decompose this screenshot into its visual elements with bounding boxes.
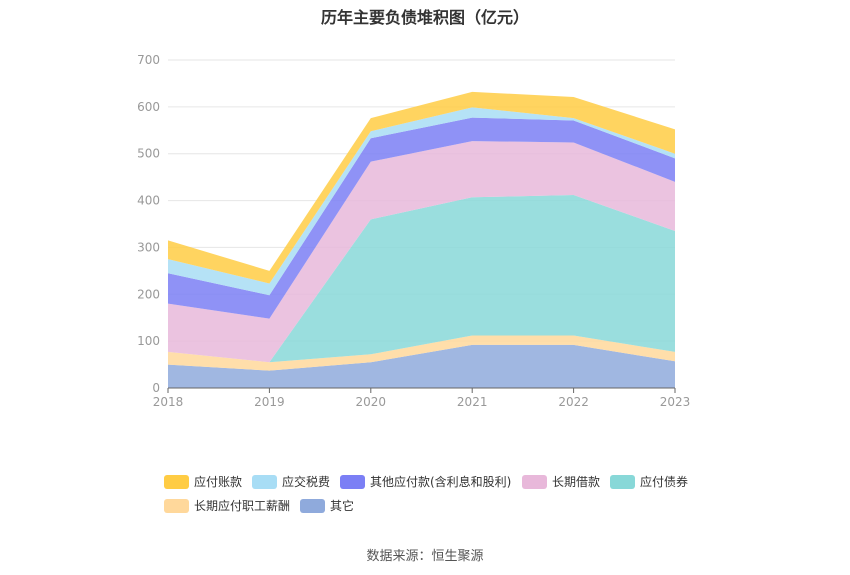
axes: 0 100 200 300 400 500 600 700 2018 2019 2020 2021 20… xyxy=(137,53,690,409)
x-tick-label: 2018 xyxy=(153,395,184,409)
y-tick-label: 400 xyxy=(137,194,160,208)
source-text: 数据来源：恒生聚源 xyxy=(366,549,484,564)
legend-swatch xyxy=(164,475,189,489)
legend-swatch xyxy=(164,499,189,513)
legend-label: 其他应付款(含利息和股利) xyxy=(370,474,511,489)
y-tick-label: 600 xyxy=(137,100,160,114)
area-长期借款 xyxy=(168,141,675,363)
area-应交税费 xyxy=(168,107,675,296)
x-tick-label: 2021 xyxy=(457,395,488,409)
legend-label: 长期借款 xyxy=(552,475,600,489)
legend-item-应交税费[interactable]: 应交税费 xyxy=(252,474,330,489)
legend-label: 应交税费 xyxy=(282,474,330,489)
legend-item-应付债券[interactable]: 应付债券 xyxy=(610,474,688,489)
legend-item-长期应付职工薪酬[interactable]: 长期应付职工薪酬 xyxy=(164,498,290,513)
legend-label: 应付债券 xyxy=(640,474,688,489)
y-tick-label: 200 xyxy=(137,287,160,301)
legend-item-其他应付款(含利息和股利)[interactable]: 其他应付款(含利息和股利) xyxy=(340,474,511,489)
area-应付债券 xyxy=(168,194,675,363)
area-其它 xyxy=(168,344,675,388)
x-tick-label: 2023 xyxy=(660,395,691,409)
area-长期应付职工薪酬 xyxy=(168,335,675,371)
legend-label: 应付账款 xyxy=(194,474,242,489)
legend-swatch xyxy=(522,475,547,489)
legend-swatch xyxy=(610,475,635,489)
y-tick-label: 100 xyxy=(137,334,160,348)
x-tick-label: 2020 xyxy=(356,395,387,409)
legend-swatch xyxy=(252,475,277,489)
x-tick-label: 2022 xyxy=(558,395,589,409)
legend-item-长期借款[interactable]: 长期借款 xyxy=(522,475,600,489)
area-series xyxy=(168,91,675,388)
chart-title: 历年主要负债堆积图（亿元） xyxy=(320,8,529,27)
area-其他应付款(含利息和股利) xyxy=(168,117,675,319)
y-tick-label: 300 xyxy=(137,240,160,254)
legend-swatch xyxy=(340,475,365,489)
y-tick-label: 700 xyxy=(137,53,160,67)
y-tick-label: 0 xyxy=(152,381,160,395)
area-应付账款 xyxy=(168,91,675,284)
legend-label: 其它 xyxy=(330,498,354,513)
legend-item-其它[interactable]: 其它 xyxy=(300,498,354,513)
y-tick-label: 500 xyxy=(137,147,160,161)
legend-item-应付账款[interactable]: 应付账款 xyxy=(164,474,242,489)
legend-label: 长期应付职工薪酬 xyxy=(194,498,290,513)
legend-swatch xyxy=(300,499,325,513)
x-tick-label: 2019 xyxy=(254,395,285,409)
